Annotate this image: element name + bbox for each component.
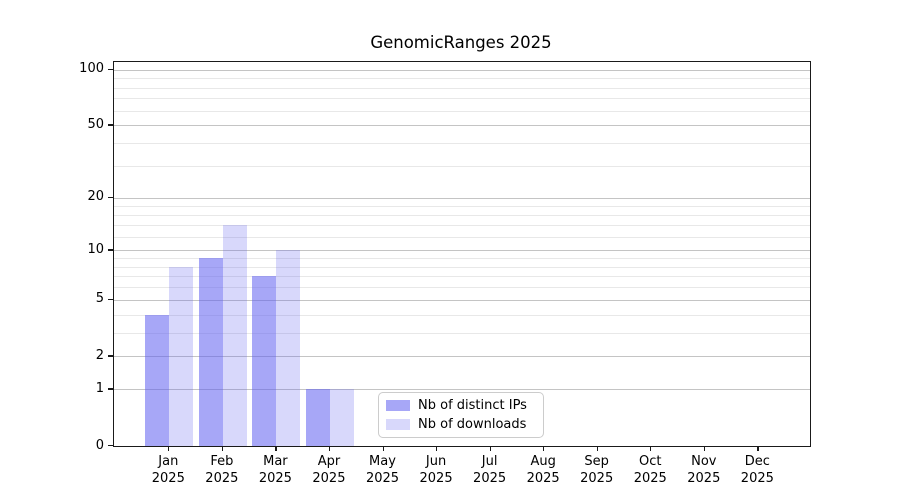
gridline-major-10 — [114, 250, 810, 252]
y-tick-0 — [108, 445, 113, 447]
x-tick-Jan — [168, 446, 170, 451]
bar-downloads-Jan — [169, 266, 194, 446]
gridline-major-2 — [114, 356, 810, 358]
x-tick-label-Sep: Sep 2025 — [580, 454, 614, 486]
y-tick-label-10: 10 — [87, 241, 104, 257]
x-tick-label-Jan: Jan 2025 — [151, 454, 185, 486]
y-tick-label-1: 1 — [95, 380, 104, 396]
y-tick-label-20: 20 — [87, 189, 104, 205]
gridline-minor-16 — [114, 214, 810, 216]
x-tick-Nov — [703, 446, 705, 451]
bar-distinct-ips-Apr — [305, 389, 330, 446]
y-tick-label-0: 0 — [95, 437, 104, 453]
x-tick-Apr — [328, 446, 331, 451]
gridline-minor-4 — [114, 314, 810, 316]
x-tick-label-Nov: Nov 2025 — [687, 454, 721, 486]
x-tick-Oct — [650, 446, 652, 451]
gridline-minor-8 — [114, 266, 810, 268]
gridline-major-100 — [114, 69, 810, 71]
x-tick-label-Feb: Feb 2025 — [205, 454, 239, 486]
legend-label-distinct-ips: Nb of distinct IPs — [418, 398, 527, 413]
gridline-major-50 — [114, 125, 810, 127]
y-tick-1 — [108, 388, 113, 390]
y-tick-label-2: 2 — [95, 347, 104, 363]
legend-row-distinct-ips: Nb of distinct IPs — [386, 398, 543, 413]
gridline-minor-40 — [114, 143, 810, 145]
y-tick-2 — [108, 355, 113, 357]
y-tick-100 — [108, 68, 113, 70]
x-tick-label-Jun: Jun 2025 — [419, 454, 453, 486]
gridline-minor-80 — [114, 87, 810, 89]
bar-downloads-Mar — [276, 250, 301, 446]
x-tick-Feb — [221, 446, 224, 451]
y-tick-label-5: 5 — [95, 291, 104, 307]
x-tick-label-Mar: Mar 2025 — [258, 454, 292, 486]
gridline-major-20 — [114, 197, 810, 199]
gridline-major-5 — [114, 299, 810, 301]
x-tick-Jul — [489, 446, 491, 451]
gridline-minor-7 — [114, 276, 810, 278]
y-tick-20 — [108, 196, 113, 198]
x-tick-label-Jul: Jul 2025 — [473, 454, 507, 486]
legend-label-downloads: Nb of downloads — [418, 417, 527, 432]
gridline-minor-18 — [114, 205, 810, 207]
x-tick-label-Dec: Dec 2025 — [740, 454, 774, 486]
legend-row-downloads: Nb of downloads — [386, 417, 543, 432]
gridline-minor-90 — [114, 78, 810, 80]
y-tick-50 — [108, 124, 113, 126]
bar-distinct-ips-Feb — [198, 258, 223, 446]
gridline-major-1 — [114, 389, 810, 391]
x-tick-May — [382, 446, 384, 451]
x-tick-Mar — [275, 446, 277, 451]
gridline-minor-60 — [114, 110, 810, 112]
bar-downloads-Apr — [329, 389, 354, 446]
x-tick-Sep — [596, 446, 598, 451]
legend-swatch-distinct-ips — [386, 400, 410, 411]
bar-distinct-ips-Jan — [145, 314, 170, 446]
gridline-minor-6 — [114, 287, 810, 289]
gridline-minor-30 — [114, 166, 810, 167]
x-tick-label-Oct: Oct 2025 — [633, 454, 667, 486]
chart-title: GenomicRanges 2025 — [370, 33, 552, 52]
x-tick-label-Aug: Aug 2025 — [526, 454, 560, 486]
gridline-minor-14 — [114, 225, 810, 227]
bar-distinct-ips-Mar — [252, 276, 277, 446]
x-tick-Dec — [757, 446, 759, 451]
y-tick-10 — [108, 249, 113, 251]
gridline-minor-12 — [114, 236, 810, 238]
x-tick-Jun — [436, 446, 438, 451]
y-tick-5 — [108, 298, 113, 301]
legend: Nb of distinct IPs Nb of downloads — [378, 392, 544, 438]
y-tick-label-100: 100 — [79, 61, 104, 77]
y-tick-label-50: 50 — [87, 116, 104, 132]
x-tick-Aug — [543, 446, 545, 451]
plot-area: Nb of distinct IPs Nb of downloads — [113, 61, 811, 447]
gridline-minor-3 — [114, 332, 810, 334]
x-tick-label-May: May 2025 — [365, 454, 400, 486]
gridline-minor-70 — [114, 98, 810, 100]
x-tick-label-Apr: Apr 2025 — [312, 454, 346, 486]
gridline-minor-9 — [114, 258, 810, 260]
legend-swatch-downloads — [386, 419, 410, 430]
bar-downloads-Feb — [222, 225, 247, 446]
